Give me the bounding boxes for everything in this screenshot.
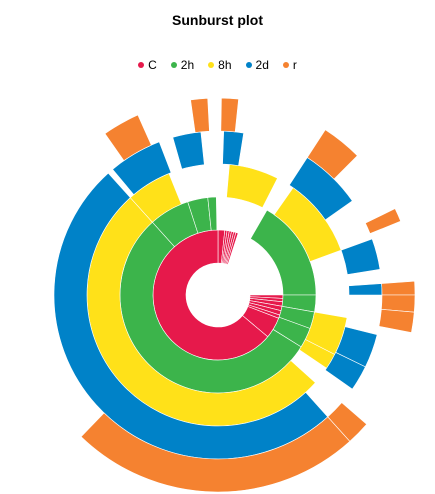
legend-label: 8h <box>218 58 232 72</box>
legend-label: 2h <box>180 58 195 72</box>
sunburst-segment-2h[interactable] <box>207 196 218 231</box>
sunburst-segment-r[interactable] <box>80 412 351 493</box>
sunburst-segment-2d[interactable] <box>324 352 366 390</box>
legend: C 2h 8h 2d r <box>0 58 435 72</box>
sunburst-segment-r[interactable] <box>378 308 415 333</box>
legend-marker <box>138 62 145 68</box>
legend-label: C <box>148 58 157 72</box>
legend-item[interactable]: 8h <box>208 58 232 72</box>
legend-item[interactable]: C <box>138 58 157 72</box>
legend-item[interactable]: 2d <box>245 58 269 72</box>
sunburst-segment-2d[interactable] <box>172 131 205 170</box>
legend-label: 2d <box>255 58 269 72</box>
sunburst-segment-8h[interactable] <box>226 164 278 209</box>
legend-item[interactable]: r <box>282 58 297 72</box>
legend-item[interactable]: 2h <box>170 58 195 72</box>
sunburst-segment-r[interactable] <box>306 129 358 180</box>
sunburst-segment-C[interactable] <box>226 232 239 265</box>
chart-title: Sunburst plot <box>172 12 263 28</box>
sunburst-segment-2d[interactable] <box>222 130 245 166</box>
sunburst-segment-r[interactable] <box>104 114 152 162</box>
sunburst-segment-2d[interactable] <box>348 283 383 296</box>
sunburst-segment-r[interactable] <box>364 208 402 234</box>
sunburst-segment-r[interactable] <box>190 97 210 133</box>
sunburst-rings <box>53 97 416 493</box>
sunburst-segment-r[interactable] <box>220 97 239 133</box>
legend-marker <box>245 62 252 68</box>
legend-label: r <box>292 58 297 72</box>
legend-marker <box>282 62 289 68</box>
legend-marker <box>170 62 177 68</box>
sunburst-segment-2d[interactable] <box>340 238 381 275</box>
legend-marker <box>208 62 215 68</box>
sunburst-segment-r[interactable] <box>381 280 416 296</box>
